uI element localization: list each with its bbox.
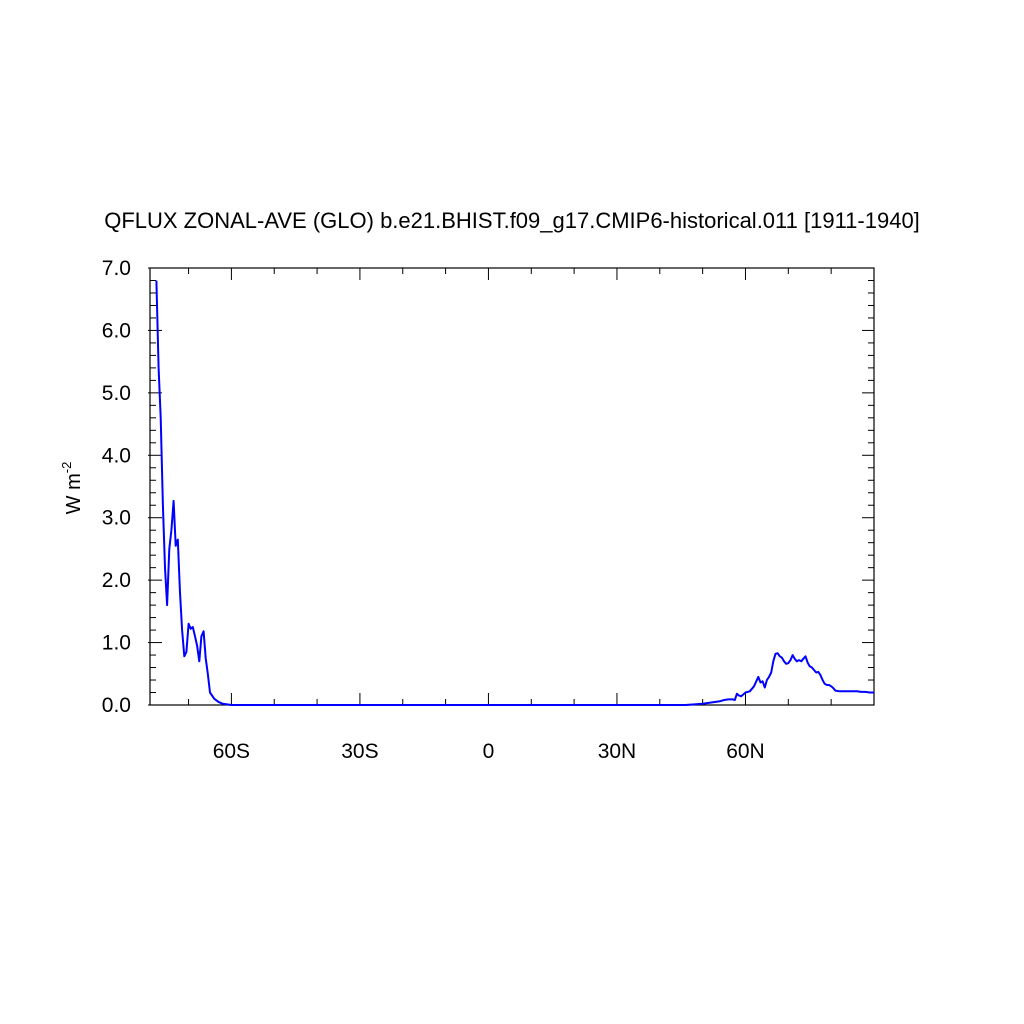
y-axis-label-text: W m [63,473,85,514]
y-tick-label: 5.0 [102,382,131,405]
y-axis-label: W m-2 [59,462,85,515]
x-tick-label: 60N [726,740,765,763]
y-axis-label-superscript: -2 [59,462,74,474]
x-tick-label: 60S [213,740,250,763]
y-tick-label: 7.0 [102,257,131,280]
y-tick-label: 1.0 [102,632,131,655]
chart-title: QFLUX ZONAL-AVE (GLO) b.e21.BHIST.f09_g1… [104,208,920,233]
x-tick-label: 30S [341,740,378,763]
y-tick-label: 0.0 [102,694,131,717]
plot-frame [149,267,875,706]
y-tick-label: 3.0 [102,507,131,530]
y-tick-label: 2.0 [102,569,131,592]
y-tick-label: 4.0 [102,444,131,467]
series-line [155,280,874,706]
y-tick-label: 6.0 [102,319,131,342]
x-tick-label: 30N [598,740,637,763]
x-tick-label: 0 [483,740,495,763]
